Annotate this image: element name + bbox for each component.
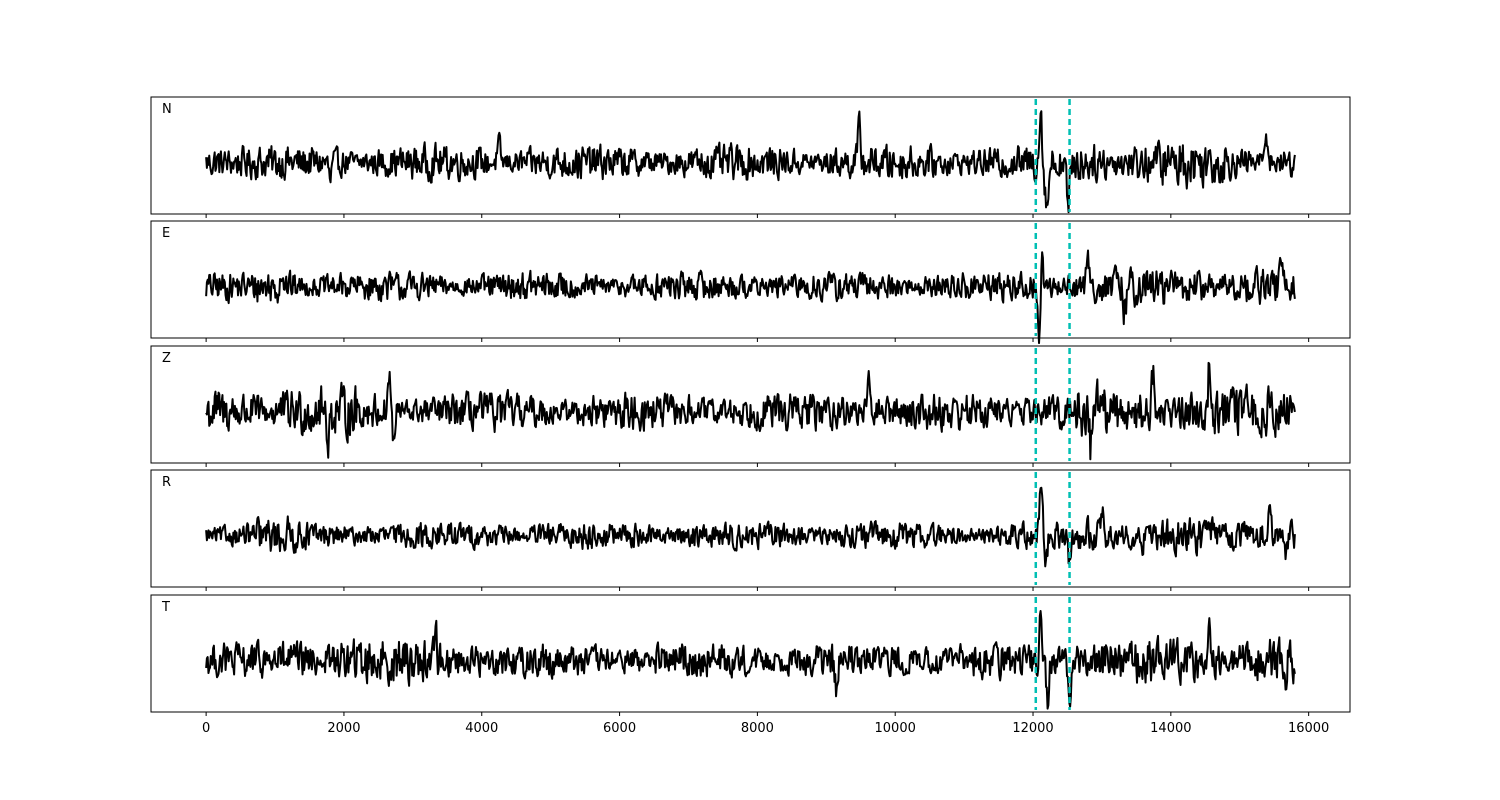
x-tick-label: 16000 <box>1288 721 1329 736</box>
x-tick-label: 12000 <box>1012 721 1053 736</box>
panel-e: E <box>150 220 1351 345</box>
panel-label-e: E <box>162 226 170 241</box>
x-tick-label: 8000 <box>741 721 774 736</box>
panel-label-n: N <box>162 102 172 117</box>
x-tick-label: 2000 <box>327 721 360 736</box>
trace-z <box>205 361 1296 461</box>
panel-n: N <box>150 96 1351 218</box>
panel-label-r: R <box>162 475 171 490</box>
panel-z: Z <box>150 345 1351 467</box>
panel-frame <box>150 345 1351 464</box>
x-tick-label: 14000 <box>1150 721 1191 736</box>
x-axis: 0 2000 4000 6000 8000 10000 12000 14000 16000 <box>202 721 1329 736</box>
panel-frame <box>150 96 1351 215</box>
panel-frame <box>150 469 1351 588</box>
panels-layer: N E Z R T <box>150 96 1351 716</box>
x-tick-label: 4000 <box>465 721 498 736</box>
trace-t <box>205 610 1296 710</box>
panel-t: T <box>150 594 1351 716</box>
x-tick-label: 10000 <box>875 721 916 736</box>
panel-frame <box>150 220 1351 339</box>
trace-r <box>205 486 1296 568</box>
x-tick-label: 0 <box>202 721 210 736</box>
panel-label-z: Z <box>162 351 171 366</box>
panel-r: R <box>150 469 1351 591</box>
panel-frame <box>150 594 1351 713</box>
x-tick-label: 6000 <box>603 721 636 736</box>
panel-label-t: T <box>161 600 170 615</box>
trace-n <box>205 110 1296 214</box>
trace-e <box>205 249 1296 345</box>
